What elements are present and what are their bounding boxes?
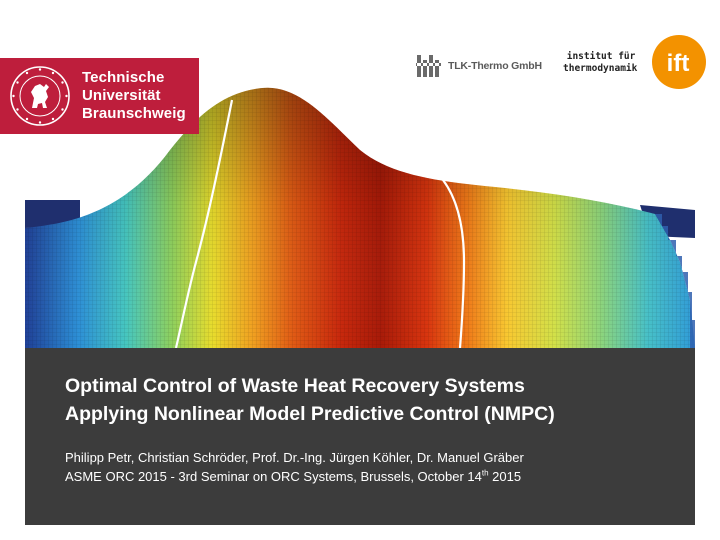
tu-wordmark: Technische Universität Braunschweig bbox=[82, 69, 186, 123]
tu-line-2: Universität bbox=[82, 87, 161, 104]
authors-line: Philipp Petr, Christian Schröder, Prof. … bbox=[65, 450, 524, 465]
tlk-wordmark: TLK-Thermo GmbH bbox=[448, 60, 542, 72]
ift-line-1: institut für bbox=[566, 51, 636, 62]
title-line-1: Optimal Control of Waste Heat Recovery S… bbox=[65, 375, 525, 397]
tu-seal-icon bbox=[10, 66, 70, 126]
ift-wordmark: institut für thermodynamik bbox=[563, 51, 637, 75]
presentation-title: Optimal Control of Waste Heat Recovery S… bbox=[65, 372, 555, 428]
event-suffix: 2015 bbox=[488, 469, 522, 484]
ift-line-2: thermodynamik bbox=[563, 63, 638, 74]
surface-plot-illustration bbox=[25, 87, 695, 349]
tlk-thermo-logo: TLK-Thermo GmbH bbox=[414, 48, 544, 84]
tu-line-1: Technische bbox=[82, 69, 165, 86]
tu-line-3: Braunschweig bbox=[82, 105, 186, 122]
title-line-2: Applying Nonlinear Model Predictive Cont… bbox=[65, 403, 555, 425]
event-ordinal-suffix: th bbox=[481, 468, 489, 478]
tlk-mark-icon bbox=[416, 55, 441, 77]
ift-badge-icon: ift bbox=[652, 35, 706, 89]
title-block: Optimal Control of Waste Heat Recovery S… bbox=[25, 348, 695, 525]
event-line: ASME ORC 2015 - 3rd Seminar on ORC Syste… bbox=[65, 468, 521, 485]
event-prefix: ASME ORC 2015 - 3rd Seminar on ORC Syste… bbox=[65, 469, 482, 484]
ift-logo: institut für thermodynamik ift bbox=[563, 34, 708, 90]
tu-braunschweig-logo: Technische Universität Braunschweig bbox=[0, 58, 199, 134]
svg-text:ift: ift bbox=[667, 50, 690, 77]
